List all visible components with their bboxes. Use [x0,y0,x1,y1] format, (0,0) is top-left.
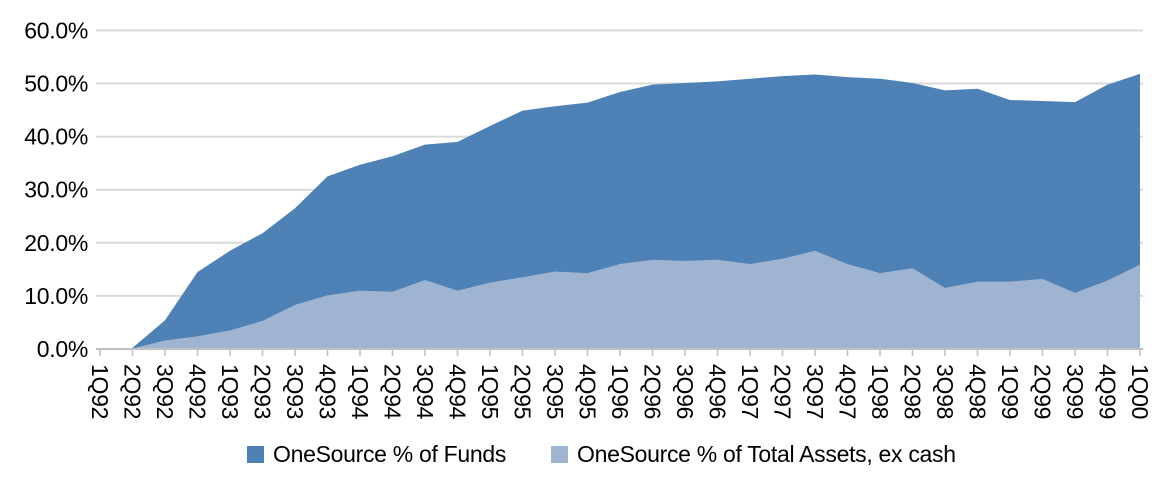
x-axis-tick-label: 3Q99 [1062,364,1088,419]
x-axis-tick-label: 1Q95 [477,364,503,419]
x-axis-tick-label: 4Q92 [185,364,211,419]
x-axis-tick-label: 3Q93 [282,364,308,419]
area-series-1 [100,250,1140,349]
x-axis-tick-label: 4Q94 [445,364,471,420]
y-axis-tick-label: 20.0% [24,230,88,256]
x-axis-tick-label: 4Q98 [965,364,991,419]
y-axis-tick-label: 50.0% [24,71,88,97]
x-axis-tick-label: 3Q98 [932,364,958,419]
x-axis-tick-label: 1Q96 [607,364,633,419]
x-axis-tick-label: 2Q96 [640,364,666,419]
x-axis-tick-label: 4Q99 [1095,364,1121,419]
x-axis-tick-label: 2Q98 [900,364,926,419]
x-axis-tick-label: 1Q97 [737,364,763,419]
funds-series-swatch-icon [247,445,264,463]
x-axis-tick-label: 2Q94 [380,364,406,420]
x-axis-tick-label: 4Q95 [575,364,601,419]
x-axis-tick-label: 2Q95 [510,364,536,419]
x-axis-tick-label: 1Q99 [997,364,1023,419]
y-axis-tick-label: 60.0% [24,17,88,43]
y-axis-tick-label: 0.0% [37,336,88,362]
x-axis-tick-label: 1Q98 [867,364,893,419]
y-axis-tick-label: 10.0% [24,283,88,309]
x-axis-tick-label: 1Q00 [1127,364,1152,419]
x-axis-tick-label: 3Q95 [542,364,568,419]
legend-item-assets: OneSource % of Total Assets, ex cash [551,441,956,467]
x-axis-tick-label: 1Q93 [217,364,243,419]
y-axis-tick-label: 30.0% [24,177,88,203]
x-axis-tick-label: 2Q92 [120,364,146,419]
x-axis-tick-label: 4Q97 [835,364,861,419]
x-axis-tick-label: 2Q99 [1030,364,1056,419]
x-axis-tick-label: 1Q92 [87,364,113,419]
x-axis-tick-label: 4Q93 [315,364,341,419]
legend-item-funds: OneSource % of Funds [247,441,506,467]
legend-label-assets: OneSource % of Total Assets, ex cash [577,441,956,467]
x-axis-tick-label: 3Q96 [672,364,698,419]
x-axis-tick-label: 2Q93 [250,364,276,419]
x-axis-tick-label: 2Q97 [770,364,796,419]
x-axis-tick-label: 3Q92 [152,364,178,419]
x-axis-tick-label: 4Q96 [705,364,731,419]
x-axis-tick-label: 1Q94 [347,364,373,420]
x-axis-tick-label: 3Q94 [412,364,438,420]
x-axis-tick-label: 3Q97 [802,364,828,419]
legend-label-funds: OneSource % of Funds [273,441,507,467]
assets-series-swatch-icon [551,445,568,463]
y-axis-tick-label: 40.0% [24,124,88,150]
chart-legend: OneSource % of Funds OneSource % of Tota… [0,441,1152,471]
